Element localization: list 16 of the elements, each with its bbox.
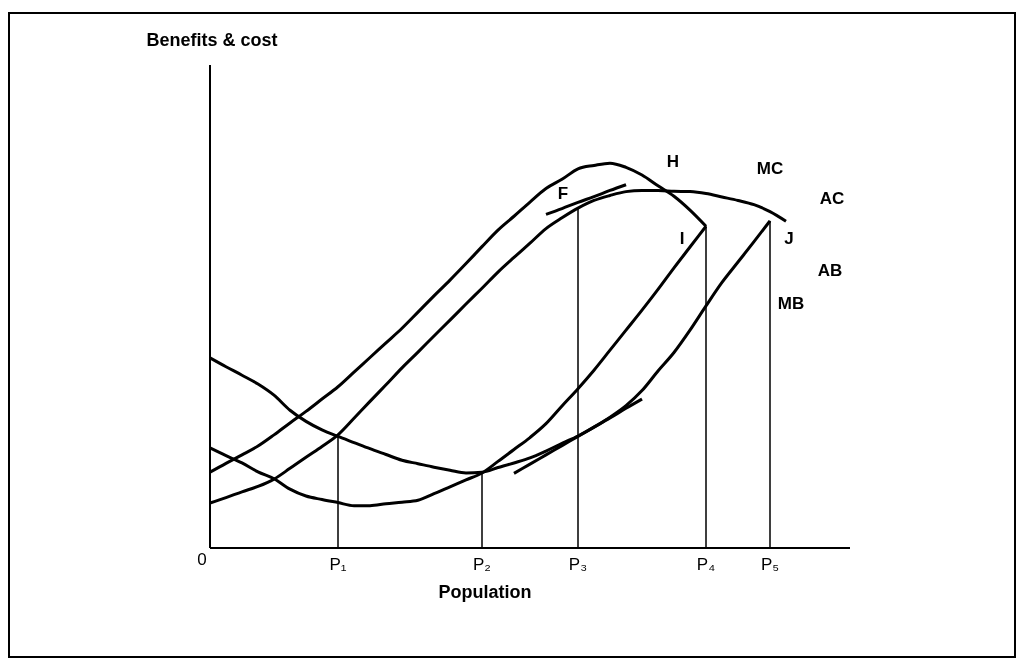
x-tick-label: P₃ <box>568 555 588 574</box>
x-tick-label: P₅ <box>760 555 780 574</box>
annotation: AC <box>819 189 845 209</box>
x-tick-label: P₁ <box>329 555 347 574</box>
annotation: MB <box>777 294 805 314</box>
annotation: MC <box>756 159 784 179</box>
x-tick-label: P₂ <box>473 555 491 574</box>
annotation: F <box>557 184 569 204</box>
annotation: I <box>679 229 685 249</box>
annotation: J <box>784 229 794 249</box>
annotation: H <box>666 152 680 172</box>
x-tick-label: P₄ <box>696 555 716 574</box>
x-axis-title: Population <box>438 582 532 602</box>
text: 0 <box>197 550 207 570</box>
annotation: AB <box>817 261 843 281</box>
text: Benefits & cost <box>146 29 278 50</box>
